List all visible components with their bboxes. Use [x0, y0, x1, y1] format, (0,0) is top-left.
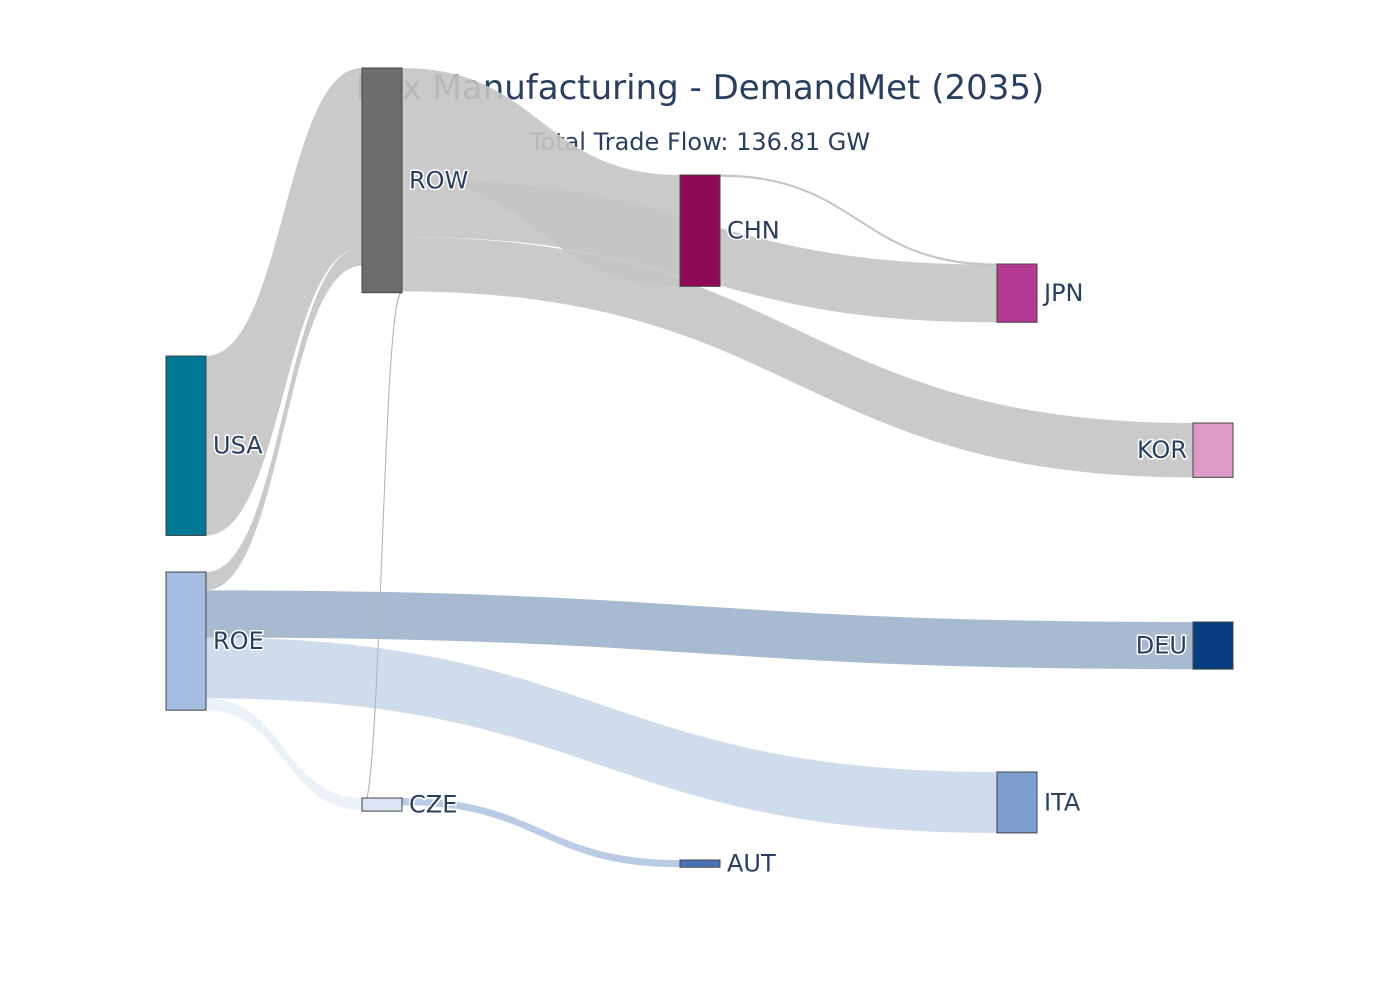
node-cze	[361, 797, 403, 812]
node-roe	[165, 571, 207, 711]
node-label-aut: AUT	[727, 850, 776, 878]
link-usa-row	[206, 68, 362, 536]
node-aut	[679, 859, 721, 868]
link-roe-deu	[206, 590, 1193, 670]
sankey-links	[206, 68, 1193, 868]
chart-subtitle: Total Trade Flow: 136.81 GW	[529, 128, 870, 156]
node-kor	[1192, 422, 1234, 478]
node-jpn	[996, 263, 1038, 323]
node-label-deu: DEU	[1136, 632, 1187, 660]
link-roe-ita	[206, 637, 997, 833]
node-label-kor: KOR	[1137, 436, 1187, 464]
node-ita	[996, 771, 1038, 834]
link-row-kor	[402, 236, 1193, 478]
link-roe-row	[206, 247, 362, 591]
node-chn	[679, 174, 721, 287]
node-label-chn: CHN	[727, 217, 780, 245]
sankey-nodes: USA ROE ROW CZE CHN AUT JPN ITA KOR DEU	[165, 67, 1234, 879]
node-label-cze: CZE	[409, 791, 457, 819]
link-cze-aut	[402, 798, 680, 868]
node-label-usa: USA	[213, 432, 263, 460]
link-roe-cze	[206, 698, 362, 810]
node-label-row: ROW	[409, 166, 468, 194]
node-deu	[1192, 621, 1234, 670]
node-row	[361, 67, 403, 294]
node-label-jpn: JPN	[1042, 279, 1084, 307]
node-label-ita: ITA	[1044, 788, 1081, 816]
node-label-roe: ROE	[213, 627, 264, 655]
link-row-cze	[361, 290, 403, 812]
node-usa	[165, 355, 207, 536]
